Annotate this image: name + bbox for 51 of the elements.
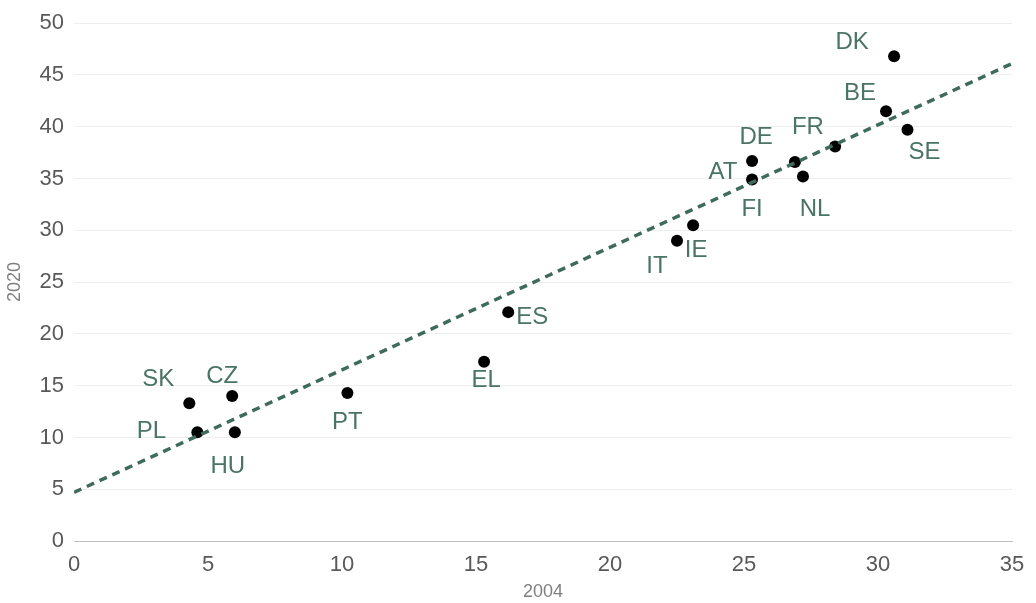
x-tick-label: 25: [731, 551, 757, 577]
annotation: ES: [516, 301, 549, 329]
annotation: SK: [142, 363, 175, 391]
annotation: FI: [741, 194, 763, 222]
point: [796, 170, 809, 183]
y-tick-label: 45: [39, 61, 65, 87]
y-tick-label: 20: [39, 319, 65, 345]
annotation: FR: [791, 111, 824, 139]
x-tick-label: 5: [201, 551, 215, 577]
y-axis-title: 2020: [3, 262, 24, 303]
point: [687, 219, 700, 232]
point: [183, 397, 196, 410]
x-tick-label: 15: [463, 551, 489, 577]
annotation: EL: [471, 365, 501, 393]
annotation: CZ: [206, 360, 239, 388]
annotation: BE: [844, 77, 877, 105]
y-tick-label: 10: [39, 423, 65, 449]
y-tick-label: 5: [51, 475, 65, 501]
point: [226, 390, 239, 403]
annotation: AT: [708, 157, 738, 185]
annotation: IT: [646, 251, 669, 279]
point: [880, 105, 893, 118]
y-tick-label: 35: [39, 164, 65, 190]
annotation: NL: [799, 194, 831, 222]
x-tick-label: 0: [67, 551, 81, 577]
annotation: SE: [908, 137, 941, 165]
x-tick-label: 20: [597, 551, 623, 577]
y-tick-label: 30: [39, 216, 65, 242]
x-tick-label: 35: [999, 551, 1025, 577]
annotation: DK: [835, 26, 869, 54]
annotation: IE: [684, 234, 708, 262]
y-tick-label: 40: [39, 112, 65, 138]
point: [888, 50, 901, 63]
annotation: PT: [332, 406, 364, 434]
x-tick-label: 30: [865, 551, 891, 577]
point: [478, 355, 491, 368]
annotation: DE: [739, 121, 773, 149]
point: [502, 306, 515, 319]
y-tick-label: 50: [39, 9, 65, 35]
x-tick-label: 10: [329, 551, 355, 577]
annotation: PL: [136, 415, 167, 443]
y-tick-label: 0: [51, 527, 65, 553]
y-tick-label: 15: [39, 371, 65, 397]
point: [901, 123, 914, 136]
x-axis-title: 2004: [523, 581, 564, 602]
y-tick-label: 25: [39, 268, 65, 294]
point: [228, 426, 241, 439]
point: [671, 234, 684, 247]
annotation: HU: [210, 450, 246, 478]
point: [341, 386, 354, 399]
point: [746, 154, 759, 167]
